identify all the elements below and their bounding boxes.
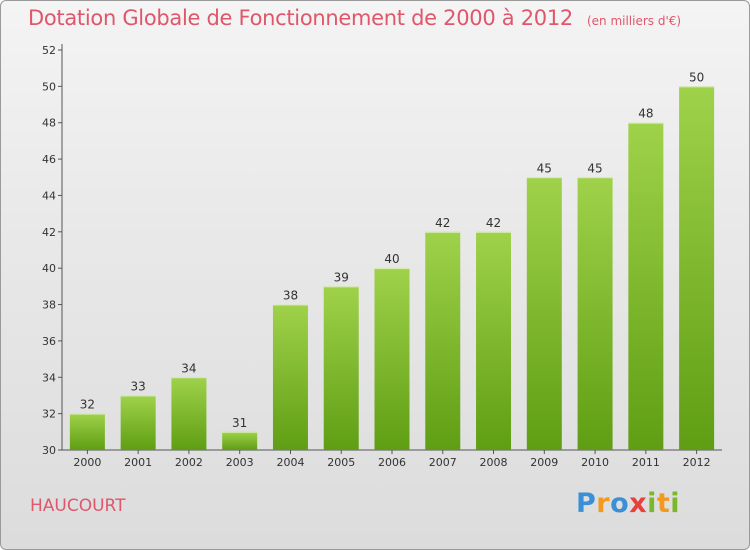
y-tick-label: 34 [42, 371, 56, 384]
x-tick-label: 2010 [581, 456, 609, 469]
data-label-2012: 50 [689, 70, 704, 84]
y-tick-label: 40 [42, 262, 56, 275]
y-tick-label: 36 [42, 335, 56, 348]
bar-2001[interactable] [120, 395, 156, 450]
x-tick-label: 2012 [683, 456, 711, 469]
data-label-2010: 45 [587, 161, 602, 175]
x-tick-label: 2004 [276, 456, 304, 469]
bar-2004[interactable] [272, 304, 308, 450]
y-tick-label: 48 [42, 117, 56, 130]
x-tick-label: 2001 [124, 456, 152, 469]
x-tick-label: 2003 [226, 456, 254, 469]
logo-letter: o [610, 488, 630, 519]
data-label-2000: 32 [80, 398, 95, 412]
logo-letter: i [647, 488, 657, 519]
y-tick-label: 32 [42, 408, 56, 421]
x-tick-label: 2005 [327, 456, 355, 469]
x-tick-label: 2011 [632, 456, 660, 469]
y-tick-label: 30 [42, 444, 56, 457]
y-tick-label: 52 [42, 44, 56, 57]
data-label-2008: 42 [486, 216, 501, 230]
logo-letter: x [629, 488, 648, 519]
logo-letter: r [596, 488, 611, 519]
data-label-2002: 34 [181, 361, 196, 375]
x-tick-label: 2000 [73, 456, 101, 469]
y-tick-label: 44 [42, 189, 56, 202]
bar-2011[interactable] [628, 122, 664, 451]
chart-title-text: Dotation Globale de Fonctionnement de 20… [28, 6, 573, 30]
chart-title: Dotation Globale de Fonctionnement de 20… [28, 6, 681, 30]
logo-letter: t [656, 488, 671, 519]
data-label-2005: 39 [334, 270, 349, 284]
x-tick-label: 2007 [429, 456, 457, 469]
bar-2008[interactable] [476, 231, 512, 450]
y-tick-label: 50 [42, 80, 56, 93]
y-tick-label: 38 [42, 299, 56, 312]
proxiti-logo[interactable]: Proxiti [576, 488, 680, 519]
bars: 32 33 34 31 38 39 40 42 42 45 45 48 50 [69, 70, 715, 451]
data-label-2009: 45 [537, 161, 552, 175]
data-label-2001: 33 [131, 379, 146, 393]
logo-letter: i [670, 488, 681, 519]
data-label-2004: 38 [283, 289, 298, 303]
y-tick-label: 46 [42, 153, 56, 166]
bar-2005[interactable] [323, 286, 359, 450]
bar-2009[interactable] [526, 177, 562, 451]
data-label-2003: 31 [232, 416, 247, 430]
y-tick-label: 42 [42, 226, 56, 239]
bar-2006[interactable] [374, 268, 410, 450]
bar-2003[interactable] [222, 431, 258, 450]
bar-2012[interactable] [679, 86, 715, 450]
x-tick-label: 2006 [378, 456, 406, 469]
x-tick-label: 2009 [530, 456, 558, 469]
chart-subtitle: (en milliers d'€) [586, 14, 682, 28]
x-axis: 2000 2001 2002 2003 2004 2005 2006 2007 2008 2009… [62, 449, 722, 469]
data-label-2006: 40 [384, 252, 399, 266]
data-label-2007: 42 [435, 216, 450, 230]
bar-2000[interactable] [69, 413, 105, 450]
town-name: HAUCOURT [30, 496, 126, 516]
bar-2007[interactable] [425, 231, 461, 450]
x-tick-label: 2008 [480, 456, 508, 469]
bar-2010[interactable] [577, 177, 613, 451]
data-label-2011: 48 [638, 107, 653, 121]
y-axis: 30 32 34 36 38 40 42 44 46 48 50 52 [42, 44, 63, 457]
logo-letter: P [576, 488, 597, 519]
bar-2002[interactable] [171, 377, 207, 450]
x-tick-label: 2002 [175, 456, 203, 469]
